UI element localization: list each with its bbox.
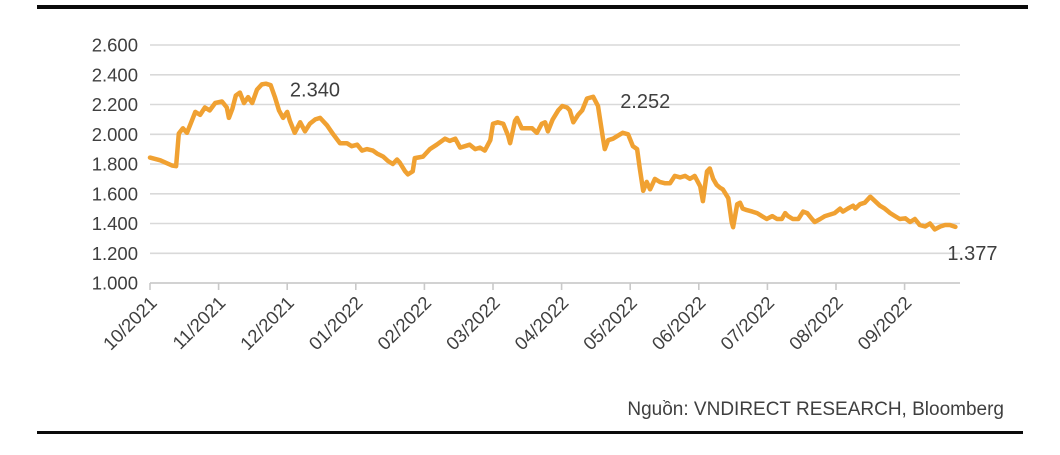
x-axis [149,282,960,290]
y-tick-label: 1.800 [92,154,138,175]
x-axis-labels: 10/2021 11/2021 12/2021 01/2022 02/2022 03/20… [99,292,916,354]
annotation-label: 2.340 [290,80,340,102]
y-tick-label: 2.400 [92,64,138,85]
top-border-rule [37,5,1028,9]
y-tick-label: 1.400 [92,213,138,234]
x-tick-label: 10/2021 [99,292,161,354]
y-axis-labels: 2.600 2.400 2.200 2.000 1.800 1.600 1.400 1.200… [92,35,138,294]
gridlines [150,44,960,284]
x-tick-label: 05/2022 [579,292,641,354]
x-tick-label: 09/2022 [853,292,915,354]
x-tick-label: 01/2022 [304,292,366,354]
x-tick-label: 06/2022 [647,292,709,354]
x-tick-label: 07/2022 [716,292,778,354]
data-annotations: 2.340 2.252 1.377 [290,80,998,265]
y-tick-label: 1.200 [92,243,138,264]
y-tick-label: 2.200 [92,94,138,115]
x-tick-label: 11/2021 [168,292,229,353]
x-tick-label: 08/2022 [785,292,847,354]
annotation-label: 2.252 [620,91,670,113]
bottom-border-rule [37,431,1023,434]
x-tick-label: 04/2022 [510,292,572,354]
x-tick-label: 03/2022 [442,292,504,354]
x-tick-label: 02/2022 [373,292,435,354]
source-note: Nguồn: VNDIRECT RESEARCH, Bloomberg [627,399,1004,420]
y-tick-label: 2.000 [92,124,138,145]
y-tick-label: 2.600 [92,35,138,56]
annotation-label: 1.377 [947,243,997,265]
y-tick-label: 1.600 [92,183,138,204]
y-tick-label: 1.000 [92,273,138,294]
x-tick-label: 12/2021 [236,292,298,354]
price-line-series [147,81,958,232]
